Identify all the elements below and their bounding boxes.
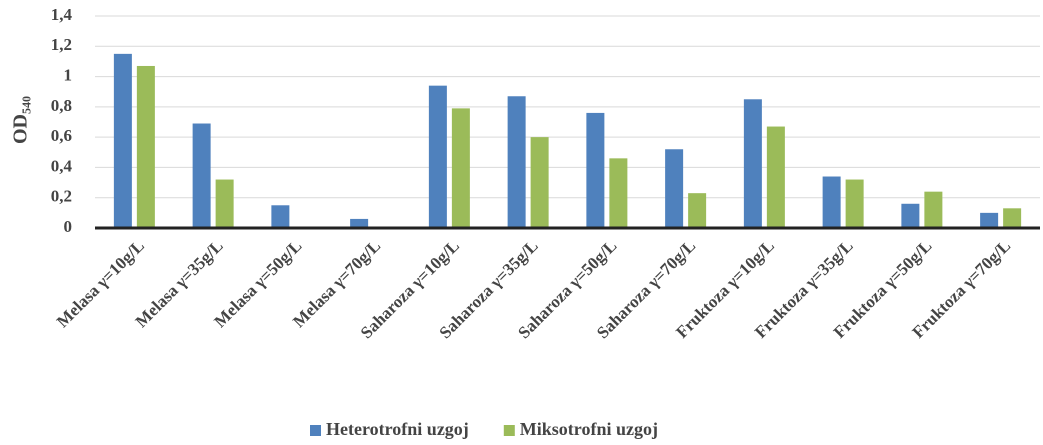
y-tick-label: 1,2 [51, 35, 72, 54]
bar [428, 85, 447, 229]
bar [350, 218, 369, 228]
bar [215, 179, 234, 228]
legend-label: Miksotrofni uzgoj [520, 419, 658, 439]
y-tick-label: 1,4 [51, 5, 73, 24]
legend-label: Heterotrofni uzgoj [326, 419, 469, 439]
bar [688, 193, 707, 228]
bar [451, 108, 470, 228]
bar [192, 123, 211, 228]
bar [845, 179, 864, 228]
bar [586, 112, 605, 228]
y-tick-label: 1 [64, 65, 73, 84]
bar [1003, 208, 1022, 228]
y-tick-label: 0,6 [51, 126, 72, 145]
y-tick-label: 0,4 [51, 156, 73, 175]
legend-swatch [310, 425, 321, 436]
bar [822, 176, 841, 228]
bar [743, 99, 762, 229]
y-tick-label: 0 [64, 217, 73, 236]
bar [271, 205, 290, 228]
bar [530, 137, 549, 228]
bar [609, 158, 628, 228]
bar [924, 191, 943, 228]
bar [136, 65, 155, 228]
bar [113, 53, 132, 228]
bar [901, 203, 920, 228]
bar [980, 212, 999, 228]
y-tick-label: 0,2 [51, 187, 72, 206]
bar [507, 96, 526, 228]
bar [766, 126, 785, 228]
legend-swatch [503, 425, 515, 436]
y-tick-label: 0,8 [51, 96, 72, 115]
bar [665, 149, 684, 228]
y-axis-label: OD₅₄₀ [10, 96, 32, 144]
